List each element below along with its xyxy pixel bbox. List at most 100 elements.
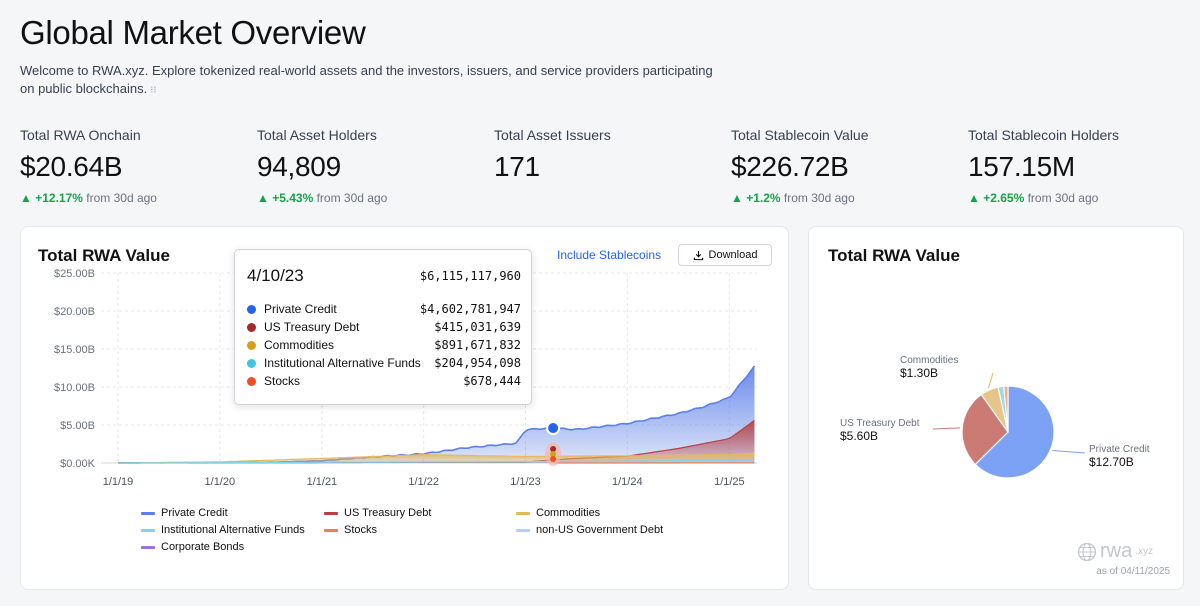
tooltip-row: Private Credit $4,602,781,947 [247, 300, 521, 318]
tooltip-row: Commodities $891,671,832 [247, 336, 521, 354]
series-line [118, 459, 755, 464]
metric-value: 171 [494, 151, 540, 182]
legend-label: Commodities [536, 507, 601, 519]
metric-total-asset-holders: Total Asset Holders 94,809 ▲ +5.43% from… [257, 127, 482, 205]
x-tick-label: 1/1/22 [408, 476, 439, 488]
pie-label-name: Private Credit [1089, 444, 1150, 455]
y-tick-label: $20.00B [54, 306, 95, 318]
x-tick-label: 1/1/23 [510, 476, 541, 488]
metric-label: Total RWA Onchain [20, 127, 141, 143]
delta-change: ▲ +12.17% [20, 191, 83, 205]
watermark-suffix: .xyz [1135, 546, 1154, 557]
tooltip-total: $6,115,117,960 [419, 269, 521, 283]
legend-label: Private Credit [161, 507, 228, 519]
tooltip-series-name: Institutional Alternative Funds [264, 356, 421, 370]
pie-slice[interactable] [961, 393, 1009, 466]
legend-item[interactable]: Institutional Alternative Funds [141, 524, 305, 536]
pie-card-title: Total RWA Value [828, 246, 960, 265]
legend-item[interactable]: Stocks [324, 524, 377, 536]
page-subtitle: Welcome to RWA.xyz. Explore tokenized re… [20, 62, 720, 100]
tooltip-date: 4/10/23 [247, 266, 304, 285]
tooltip-series-value: $4,602,781,947 [419, 302, 521, 316]
globe-icon [1077, 542, 1097, 561]
tooltip-row: Stocks $678,444 [247, 372, 521, 390]
pie-chart [932, 372, 1086, 479]
pie-slice[interactable] [974, 385, 1055, 479]
legend-swatch [516, 528, 530, 532]
tooltip-series-name: Commodities [264, 338, 335, 352]
series-area [118, 365, 755, 463]
series-line [118, 452, 755, 464]
legend-item[interactable]: Corporate Bonds [141, 541, 244, 553]
pie-leader-line [988, 372, 994, 389]
delta-change: ▲ +5.43% [257, 191, 314, 205]
info-icon[interactable]: ⁝⁝ [150, 85, 157, 96]
legend-swatch [324, 511, 338, 515]
pie-label-private-credit: Private Credit $12.70B [1089, 443, 1150, 469]
y-tick-label: $15.00B [54, 344, 95, 356]
tooltip-row: US Treasury Debt $415,031,639 [247, 318, 521, 336]
x-tick-label: 1/1/25 [714, 476, 745, 488]
metric-value: 157.15M [968, 151, 1075, 182]
pie-label-us-treasury: US Treasury Debt $5.60B [840, 417, 919, 443]
legend-swatch [141, 528, 155, 532]
rwa-value-pie-card: Total RWA Value Commodities $1.30B US Tre… [808, 226, 1184, 590]
tooltip-dot [247, 376, 256, 386]
metric-value: $226.72B [731, 151, 849, 182]
y-tick-label: $0.00K [60, 458, 96, 470]
legend-swatch [516, 511, 530, 515]
pie-slice[interactable] [1003, 385, 1009, 433]
as-of-date: as of 04/11/2025 [1096, 566, 1170, 577]
pie-label-value: $5.60B [840, 429, 879, 443]
pie-label-name: US Treasury Debt [840, 418, 920, 429]
legend-label: Institutional Alternative Funds [161, 524, 305, 536]
rwa-watermark: rwa .xyz [1077, 540, 1153, 563]
legend-item[interactable]: non-US Government Debt [516, 524, 663, 536]
legend-swatch [324, 528, 338, 532]
pie-leader-line [932, 427, 961, 430]
tooltip-dot [247, 304, 256, 314]
legend-item[interactable]: Commodities [516, 507, 600, 519]
tooltip-series-name: Private Credit [264, 302, 337, 316]
tooltip-series-value: $204,954,098 [434, 356, 521, 370]
tooltip-series-value: $678,444 [463, 374, 521, 388]
rwa-value-area-card: Total RWA Value Include Stablecoins Down… [20, 226, 789, 590]
pie-label-value: $1.30B [900, 366, 939, 380]
hover-marker-stocks [550, 456, 557, 462]
include-stablecoins-toggle[interactable]: Include Stablecoins [557, 248, 662, 262]
hover-marker-commodities [550, 451, 557, 457]
tooltip-row: Institutional Alternative Funds $204,954,… [247, 354, 521, 372]
metric-total-stablecoin-value: Total Stablecoin Value $226.72B ▲ +1.2% … [731, 127, 956, 205]
metric-label: Total Asset Holders [257, 127, 377, 143]
page-title: Global Market Overview [20, 14, 366, 51]
metric-delta: ▲ +2.65% from 30d ago [968, 191, 1193, 205]
tooltip-series-value: $891,671,832 [434, 338, 521, 352]
metric-label: Total Stablecoin Holders [968, 127, 1119, 143]
pie-leader-line [1052, 450, 1086, 454]
pie-label-value: $12.70B [1089, 455, 1134, 469]
y-tick-label: $5.00B [60, 420, 95, 432]
x-tick-label: 1/1/24 [612, 476, 643, 488]
series-area [118, 460, 755, 463]
download-label: Download [708, 249, 758, 261]
area-card-title: Total RWA Value [38, 246, 170, 265]
tooltip-series-value: $415,031,639 [434, 320, 521, 334]
download-button[interactable]: Download [678, 244, 772, 266]
area-chart: $25.00B $20.00B $15.00B $10.00B $5.00B $0.00K… [54, 268, 757, 488]
page-subtitle-text: Welcome to RWA.xyz. Explore tokenized re… [20, 63, 713, 96]
y-tick-label: $25.00B [54, 268, 95, 280]
legend-item[interactable]: Private Credit [141, 507, 228, 519]
metric-label: Total Stablecoin Value [731, 127, 869, 143]
x-tick-label: 1/1/20 [205, 476, 236, 488]
pie-label-name: Commodities [900, 355, 959, 366]
metric-value: 94,809 [257, 151, 341, 182]
legend-swatch [141, 545, 155, 549]
legend-item[interactable]: US Treasury Debt [324, 507, 431, 519]
tooltip-dot [247, 340, 256, 350]
metric-delta: ▲ +12.17% from 30d ago [20, 191, 245, 205]
tooltip-dot [247, 322, 256, 332]
delta-suffix: from 30d ago [316, 191, 388, 205]
series-area [118, 453, 755, 463]
tooltip-series-name: US Treasury Debt [264, 320, 360, 334]
watermark-text: rwa [1100, 540, 1133, 562]
